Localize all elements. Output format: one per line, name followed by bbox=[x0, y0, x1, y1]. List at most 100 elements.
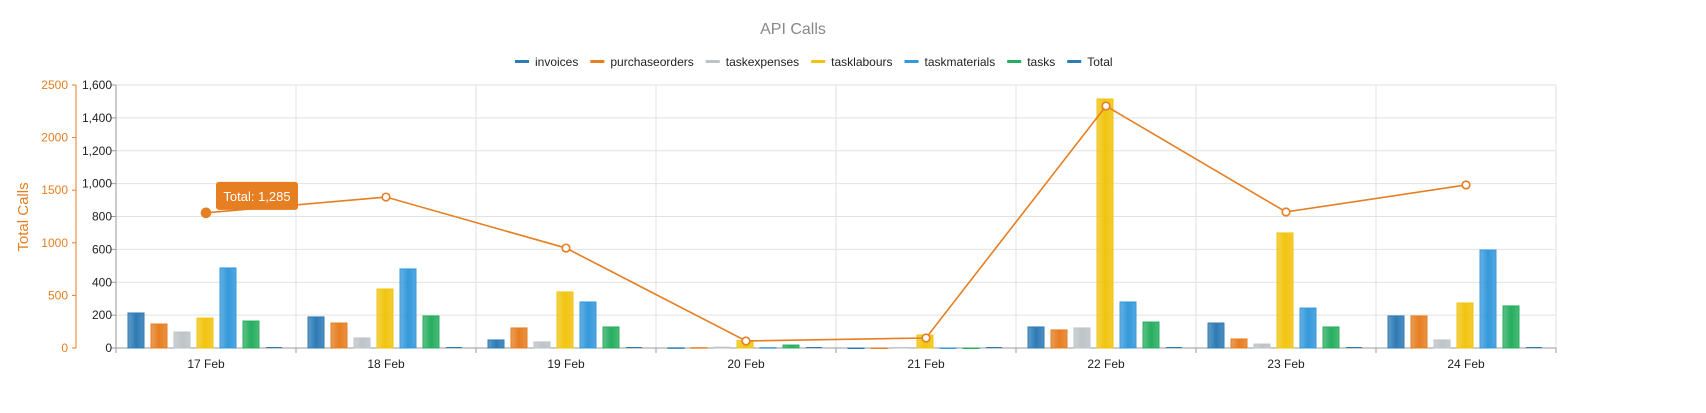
legend-swatch-tasklabours bbox=[811, 60, 826, 63]
total-point bbox=[921, 333, 931, 343]
total-line-path bbox=[205, 104, 1467, 342]
legend-swatch-taskexpenses bbox=[705, 60, 720, 63]
y-tick-label: 1,000 bbox=[82, 177, 112, 191]
bar-taskexpenses bbox=[713, 346, 731, 349]
x-tick-label: 22 Feb bbox=[1087, 357, 1125, 371]
legend-swatch-tasks bbox=[1007, 60, 1022, 63]
x-tick-label: 18 Feb bbox=[367, 357, 405, 371]
tooltip-box bbox=[216, 181, 298, 210]
total-point bbox=[561, 243, 571, 253]
bar-taskmaterials bbox=[1119, 301, 1137, 349]
legend-item-tasks: tasks bbox=[1027, 55, 1055, 69]
bar-tasks bbox=[602, 326, 620, 349]
legend-item-invoices: invoices bbox=[535, 55, 578, 69]
total-point bbox=[1101, 101, 1111, 111]
x-tick-label: 19 Feb bbox=[547, 357, 585, 371]
y2-tick-label: 2500 bbox=[41, 78, 68, 92]
y2-axis-title: Total Calls bbox=[15, 182, 32, 251]
bar-invoices bbox=[127, 312, 145, 349]
tooltip-text: Total: 1,285 bbox=[223, 189, 290, 204]
grid bbox=[116, 84, 1557, 349]
legend-swatch-taskmaterials bbox=[904, 60, 919, 63]
bar-invoices bbox=[667, 347, 685, 349]
legend: invoices purchaseorders taskexpenses taskla… bbox=[515, 55, 1113, 69]
axes: 0 200 400 600 800 1,000 1,200 1,400 1,600 0 500 100… bbox=[41, 78, 1557, 371]
legend-item-purchaseorders: purchaseorders bbox=[610, 55, 693, 69]
bar-taskmaterials bbox=[1299, 307, 1317, 349]
bar-purchaseorders bbox=[1410, 315, 1428, 349]
y-tick-label: 1,400 bbox=[82, 111, 112, 125]
bar-purchaseorders bbox=[870, 347, 888, 349]
x-tick-label: 17 Feb bbox=[187, 357, 225, 371]
x-tick-label: 20 Feb bbox=[727, 357, 765, 371]
bar-taskexpenses bbox=[173, 331, 191, 349]
bar-taskmaterials bbox=[939, 347, 957, 349]
bar-tasklabours bbox=[556, 291, 574, 349]
y-tick-label: 1,600 bbox=[82, 78, 112, 92]
bar-invoices bbox=[1387, 315, 1405, 349]
bar-tasks bbox=[782, 344, 800, 349]
bar-invoices bbox=[307, 316, 325, 349]
bar-invoices bbox=[847, 347, 865, 349]
legend-swatch-invoices bbox=[515, 60, 529, 63]
bar-taskexpenses bbox=[1433, 339, 1451, 349]
y-tick-label: 400 bbox=[92, 275, 112, 289]
bar-purchaseorders bbox=[1050, 329, 1068, 349]
bar-taskexpenses bbox=[533, 341, 551, 349]
tooltip: Total: 1,285 bbox=[216, 181, 298, 210]
chart-title: API Calls bbox=[760, 21, 826, 38]
legend-item-taskmaterials: taskmaterials bbox=[925, 55, 996, 69]
bar-purchaseorders bbox=[1230, 338, 1248, 349]
y-tick-label: 800 bbox=[92, 210, 112, 224]
y2-tick-label: 500 bbox=[48, 288, 68, 302]
y2-tick-label: 1500 bbox=[41, 183, 68, 197]
bar-tasks bbox=[242, 320, 260, 349]
bar-taskexpenses bbox=[1073, 327, 1091, 349]
bar-taskexpenses bbox=[353, 337, 371, 349]
y2-tick-label: 1000 bbox=[41, 236, 68, 250]
bar-taskmaterials bbox=[399, 268, 417, 349]
bar-tasklabours bbox=[196, 317, 214, 349]
bar-tasks bbox=[422, 315, 440, 349]
bar-tasks bbox=[1142, 321, 1160, 349]
bar-purchaseorders bbox=[510, 327, 528, 349]
bar-invoices bbox=[1027, 326, 1045, 349]
y-tick-label: 600 bbox=[92, 242, 112, 256]
y2-tick-label: 2000 bbox=[41, 131, 68, 145]
bar-invoices bbox=[487, 339, 505, 349]
legend-item-Total: Total bbox=[1087, 55, 1112, 69]
x-tick-label: 23 Feb bbox=[1267, 357, 1305, 371]
bar-tasklabours bbox=[1456, 302, 1474, 349]
total-point bbox=[200, 207, 212, 219]
x-tick-label: 24 Feb bbox=[1447, 357, 1485, 371]
bar-taskmaterials bbox=[219, 267, 237, 349]
legend-item-taskexpenses: taskexpenses bbox=[726, 55, 799, 69]
bar-taskexpenses bbox=[893, 347, 911, 349]
bars bbox=[127, 98, 1542, 349]
bar-taskmaterials bbox=[1479, 249, 1497, 349]
x-tick-label: 21 Feb bbox=[907, 357, 945, 371]
total-point bbox=[741, 336, 751, 346]
bar-taskexpenses bbox=[1253, 343, 1271, 349]
total-point bbox=[381, 192, 391, 202]
bar-tasklabours bbox=[1276, 232, 1294, 349]
total-point bbox=[1281, 207, 1291, 217]
y-tick-label: 200 bbox=[92, 308, 112, 322]
bar-invoices bbox=[1207, 322, 1225, 349]
legend-swatch-purchaseorders bbox=[590, 60, 605, 63]
bar-tasklabours bbox=[1096, 98, 1114, 349]
bar-tasks bbox=[962, 347, 980, 349]
bar-purchaseorders bbox=[150, 323, 168, 349]
legend-item-tasklabours: tasklabours bbox=[831, 55, 892, 69]
bar-taskmaterials bbox=[759, 347, 777, 349]
total-point bbox=[1461, 180, 1471, 190]
bar-purchaseorders bbox=[330, 322, 348, 349]
total-line bbox=[200, 101, 1471, 346]
y2-tick-label: 0 bbox=[61, 341, 68, 355]
bar-taskmaterials bbox=[579, 301, 597, 349]
bar-tasklabours bbox=[376, 288, 394, 349]
y-tick-label: 0 bbox=[105, 341, 112, 355]
legend-swatch-Total bbox=[1067, 60, 1082, 63]
bar-tasks bbox=[1502, 305, 1520, 349]
